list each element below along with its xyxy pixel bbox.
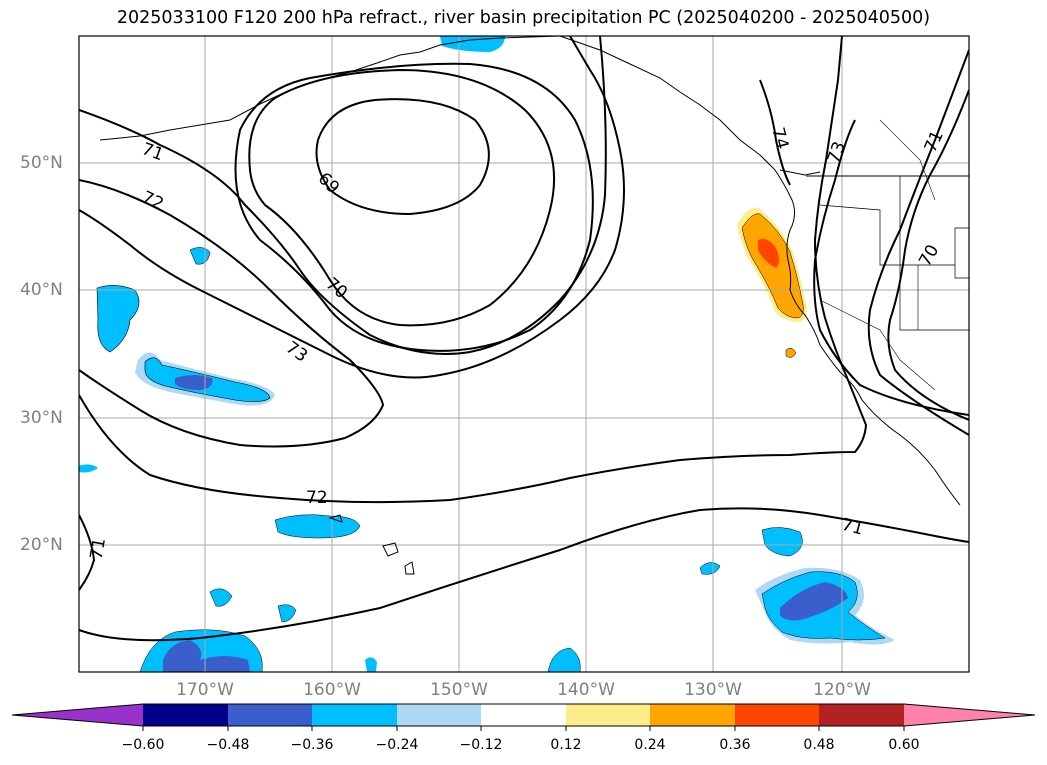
colorbar-segment	[650, 704, 735, 726]
contour-label: 71	[839, 515, 865, 540]
colorbar	[11, 703, 1036, 727]
lat-label: 20°N	[20, 535, 63, 555]
contour-70	[248, 68, 556, 327]
lon-label: 150°W	[430, 680, 488, 700]
precip-blob-top	[440, 36, 505, 52]
contour-71-inner	[234, 62, 594, 352]
lon-label: 170°W	[176, 680, 234, 700]
colorbar-tick-label: −0.36	[290, 737, 334, 753]
colorbar-tick-label: −0.24	[375, 737, 419, 753]
hawaii-islands	[328, 514, 415, 575]
contour-label: 70	[915, 241, 943, 270]
contour-label: 71	[139, 139, 166, 165]
contour-label: 71	[87, 536, 110, 561]
colorbar-tick-label: 0.12	[550, 737, 582, 753]
contour-label: 71	[921, 128, 948, 156]
colorbar-segment	[735, 704, 819, 726]
map-content: 71 72 73 69 70 74 73 71 70 72 71 71	[79, 36, 969, 672]
precip-blob-southeast	[761, 527, 803, 557]
colorbar-tick-label: 0.24	[634, 737, 666, 753]
colorbar-segment	[228, 704, 312, 726]
colorbar-segment	[143, 704, 228, 726]
map-title: 2025033100 F120 200 hPa refract., river …	[116, 8, 931, 28]
colorbar-tick-label: 0.60	[888, 737, 920, 753]
lat-label: 30°N	[20, 408, 63, 428]
contour-label: 74	[767, 125, 792, 151]
contour-71-se	[79, 507, 969, 642]
lon-label: 140°W	[557, 680, 615, 700]
lon-label: 160°W	[303, 680, 361, 700]
colorbar-tick-label: −0.12	[459, 737, 503, 753]
lat-label: 50°N	[20, 153, 63, 173]
colorbar-ticks	[142, 726, 905, 731]
lon-label: 120°W	[813, 680, 871, 700]
contour-71-outer	[79, 36, 607, 355]
contour-71-east	[867, 49, 969, 436]
precip-blob-nw	[96, 285, 140, 353]
colorbar-segment	[312, 704, 397, 726]
lon-label: 130°W	[684, 680, 742, 700]
contour-71-south	[79, 514, 96, 591]
graticule	[79, 36, 969, 672]
contour-labels: 71 72 73 69 70 74 73 71 70 72 71 71	[87, 125, 948, 561]
colorbar-tick-label: −0.48	[206, 737, 250, 753]
colorbar-extend-max	[904, 704, 1035, 726]
canada-coast	[774, 169, 961, 506]
contour-73-east	[813, 119, 969, 416]
precip-blob-small	[189, 247, 211, 265]
colorbar-segment	[481, 704, 566, 726]
contour-72-south	[79, 36, 868, 504]
precip-blob-hawaii	[274, 514, 361, 539]
contour-70-east	[887, 89, 969, 421]
refractivity-contours	[79, 36, 969, 642]
colorbar-tick-label: −0.60	[121, 737, 165, 753]
contour-label: 69	[314, 169, 343, 198]
contour-72	[79, 36, 625, 379]
map-frame	[78, 35, 970, 673]
lat-label: 40°N	[20, 280, 63, 300]
coastlines	[99, 36, 969, 575]
colorbar-segment	[397, 704, 481, 726]
contour-label: 72	[306, 488, 328, 508]
colorbar-segment	[566, 704, 650, 726]
precip-negative-regions	[79, 36, 895, 672]
contour-74	[759, 79, 791, 186]
contour-69	[315, 98, 490, 216]
colorbar-extend-min	[12, 704, 143, 726]
colorbar-tick-label: 0.36	[719, 737, 751, 753]
contour-label: 73	[282, 338, 311, 367]
precip-positive-regions	[737, 207, 807, 358]
colorbar-segment	[819, 704, 904, 726]
contour-73	[79, 179, 385, 448]
colorbar-tick-label: 0.48	[803, 737, 835, 753]
